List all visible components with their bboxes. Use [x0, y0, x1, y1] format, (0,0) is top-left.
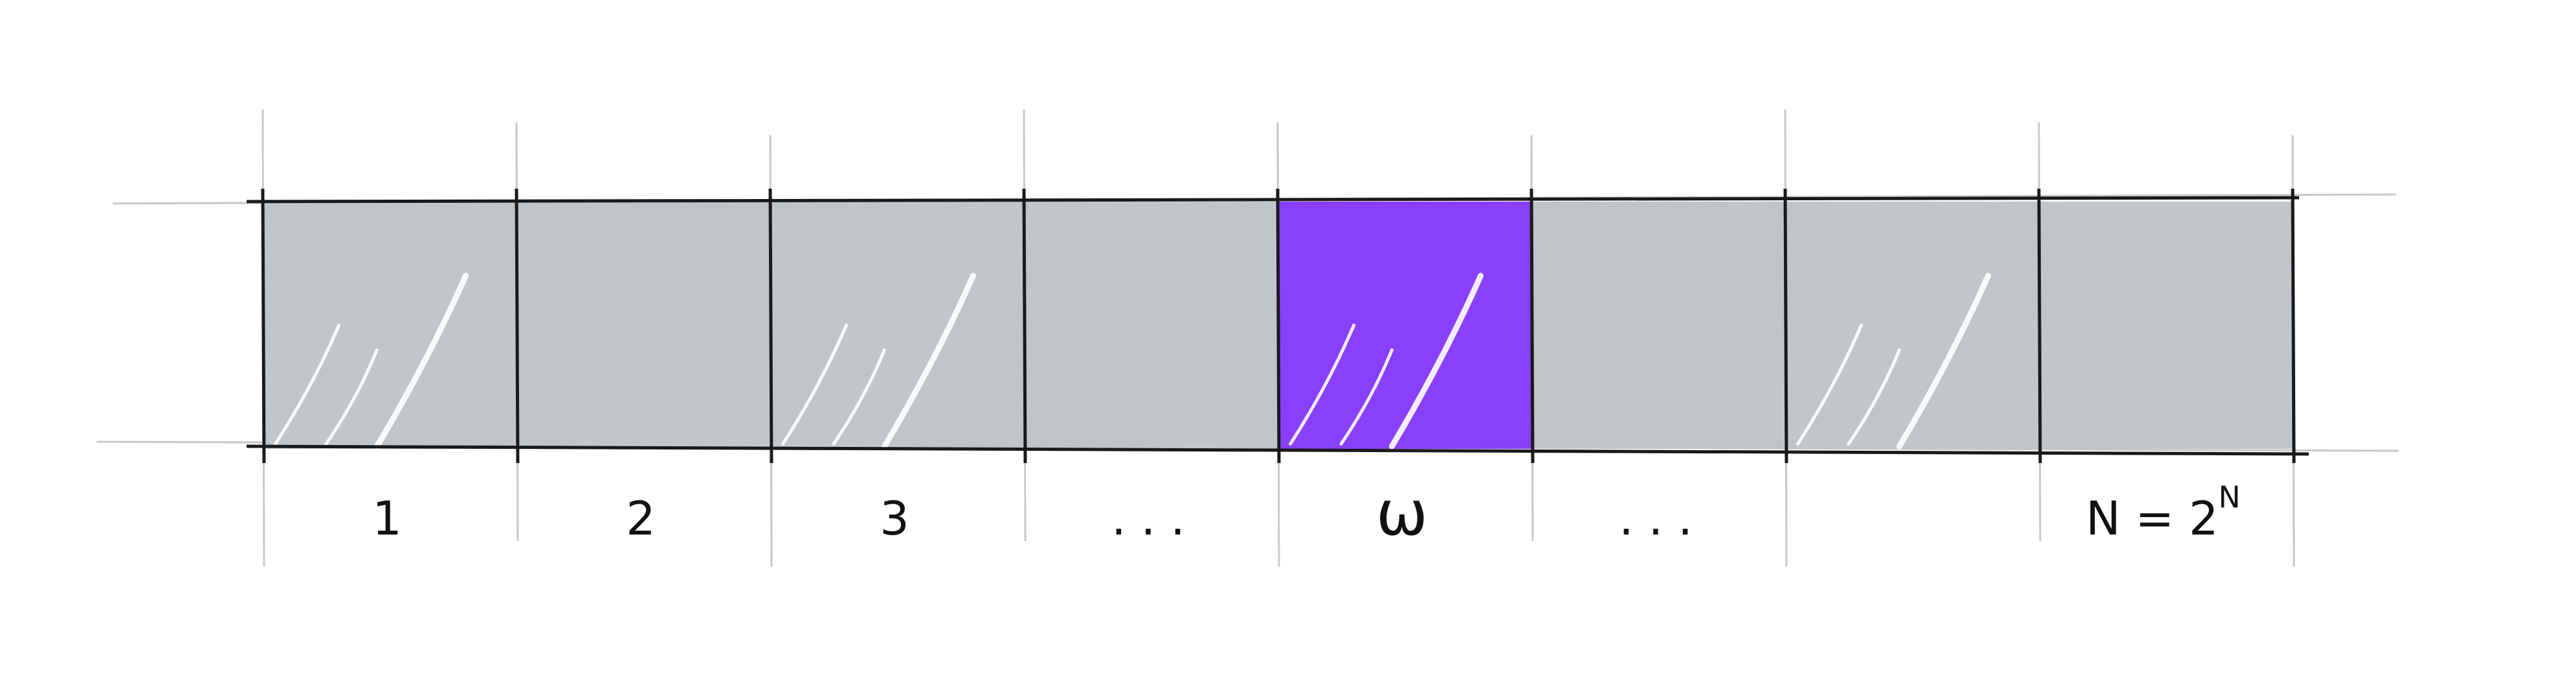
cell-ellipsis-left-fill: [1024, 202, 1278, 449]
cell-2-label: 2: [626, 491, 656, 545]
cell-omega-fill: [1278, 202, 1531, 449]
array-top-border: [246, 196, 2300, 204]
cell-divider: [261, 188, 266, 464]
cell-labels: 1 2 3 . . . ω . . . N = 2N: [372, 477, 2240, 549]
cell-last-fill: [2039, 202, 2293, 449]
cell-1-label: 1: [372, 491, 402, 545]
cell-ellipsis-left-label: . . .: [1112, 491, 1185, 545]
cell-ellipsis-right-label: . . .: [1619, 491, 1692, 545]
sheen-stroke: [881, 272, 976, 450]
cell-ellipsis-right-fill: [1531, 202, 1785, 449]
sheen-stroke: [374, 272, 469, 450]
cell-divider: [2291, 188, 2296, 464]
cell-ellipsis-right: [1531, 202, 1785, 449]
cell-omega: [1278, 202, 1531, 450]
cell-divider: [515, 188, 520, 464]
sheen-stroke: [1289, 323, 1356, 446]
cell-divider: [1022, 188, 1027, 464]
cell-last-superscript: N: [2219, 480, 2240, 515]
sheen-stroke: [1896, 272, 1991, 450]
cell-2-fill: [516, 202, 770, 449]
cell-3-label: 3: [880, 491, 909, 545]
sheen-stroke: [1847, 348, 1901, 446]
sheen-stroke: [1796, 323, 1863, 446]
cell-ellipsis-left: [1024, 202, 1278, 449]
cell-7-fill: [1785, 202, 2039, 449]
array-borders: [246, 188, 2309, 464]
cell-7: [1785, 202, 2039, 450]
cell-divider: [768, 188, 773, 464]
sheen-stroke: [781, 323, 848, 446]
cell-divider: [1276, 188, 1281, 464]
sheen-stroke: [274, 323, 341, 446]
cell-1: [263, 202, 516, 450]
cell-2: [516, 202, 770, 449]
cell-omega-label: ω: [1376, 477, 1428, 549]
sheen-stroke: [1388, 272, 1484, 450]
cell-3-fill: [770, 202, 1024, 449]
sheen-stroke: [1340, 348, 1394, 446]
cell-divider: [1783, 188, 1788, 464]
cell-1-fill: [263, 202, 516, 449]
sheen-stroke: [325, 348, 379, 446]
cell-3: [770, 202, 1024, 450]
cell-last-label: N = 2N: [2086, 480, 2240, 545]
cell-divider: [1530, 188, 1535, 464]
array-cells: [263, 202, 2293, 450]
cell-last: [2039, 202, 2293, 449]
sheen-stroke: [832, 348, 886, 446]
cell-divider: [2037, 188, 2042, 464]
